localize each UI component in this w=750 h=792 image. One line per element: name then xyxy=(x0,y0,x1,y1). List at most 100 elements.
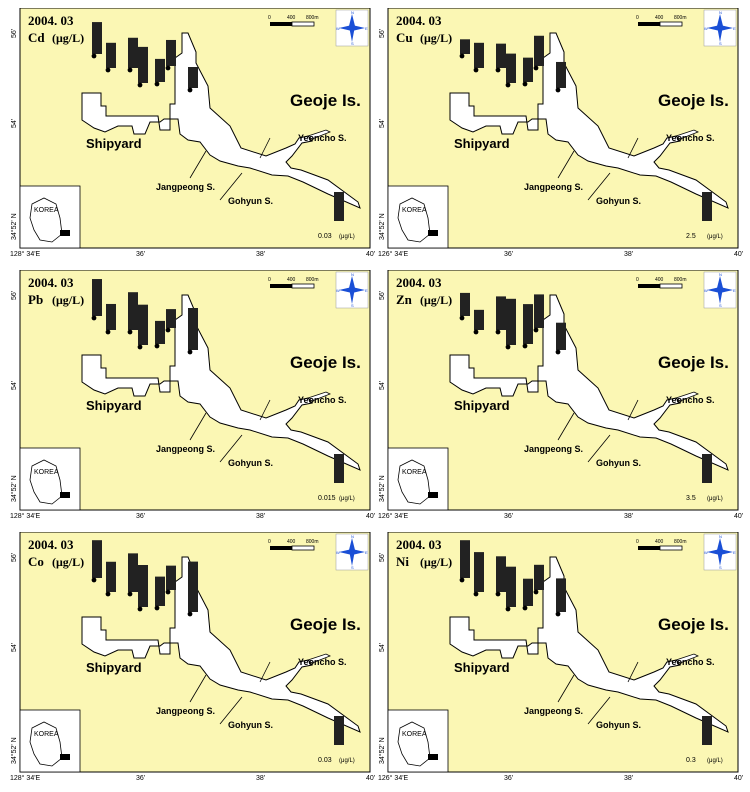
scale-bar: 0 400 800m xyxy=(636,277,687,289)
yeoncho-label: Yeoncho S. xyxy=(666,133,715,143)
yeoncho-label: Yeoncho S. xyxy=(298,657,347,667)
svg-text:400: 400 xyxy=(655,15,664,21)
concentration-bar xyxy=(556,578,566,612)
shipyard-label: Shipyard xyxy=(86,398,142,413)
jangpeong-label: Jangpeong S. xyxy=(156,182,215,192)
station-dot xyxy=(137,606,143,612)
concentration-bar xyxy=(155,320,165,344)
leader-line xyxy=(189,674,207,703)
concentration-bar xyxy=(496,556,506,592)
station-dot xyxy=(459,53,465,59)
svg-text:800m: 800m xyxy=(674,15,687,21)
korea-inset-label: KOREA xyxy=(402,207,427,214)
lat-label-bottom: 34°52' N xyxy=(378,213,386,240)
svg-text:0: 0 xyxy=(636,15,639,21)
lon-label-38: 38' xyxy=(256,513,265,520)
concentration-bar xyxy=(474,42,484,68)
svg-text:E: E xyxy=(733,26,736,31)
element-name: Cd xyxy=(28,30,45,45)
shipyard-label: Shipyard xyxy=(454,136,510,151)
reference-scale-unit: (μg/L) xyxy=(339,758,355,764)
concentration-bar xyxy=(138,565,148,607)
concentration-bar xyxy=(128,553,138,592)
svg-text:N: N xyxy=(719,10,722,15)
svg-text:400: 400 xyxy=(287,15,296,21)
map-svg: 2004. 03 Cd (μg/L) Geoje Is. Shipyard Yeoncho… xyxy=(10,8,375,258)
yeoncho-label: Yeoncho S. xyxy=(298,395,347,405)
korea-inset-label: KOREA xyxy=(34,207,59,214)
geoje-island-label: Geoje Is. xyxy=(290,615,361,634)
map-panel-ni: 2004. 03 Ni (μg/L) Geoje Is. Shipyard Yeoncho… xyxy=(378,532,748,792)
bay-water xyxy=(449,32,729,209)
gohyun-label: Gohyun S. xyxy=(596,720,641,730)
leader-line xyxy=(587,434,611,463)
reference-scale-bar xyxy=(334,454,344,483)
svg-text:800m: 800m xyxy=(306,15,319,21)
station-dot xyxy=(495,591,501,597)
station-dot xyxy=(154,81,160,87)
lat-label-top: 56' xyxy=(11,291,18,300)
svg-text:S: S xyxy=(719,303,722,308)
lat-label-top: 56' xyxy=(11,29,18,38)
gohyun-label: Gohyun S. xyxy=(228,196,273,206)
channel-water xyxy=(307,391,331,402)
compass-rose-icon: N S E W xyxy=(703,533,737,571)
korea-inset-map: KOREA xyxy=(19,447,81,511)
leader-line xyxy=(219,696,243,725)
station-dot xyxy=(522,343,528,349)
lat-label-mid: 54' xyxy=(11,381,18,390)
geoje-island-label: Geoje Is. xyxy=(658,353,729,372)
panel-date: 2004. 03 xyxy=(28,13,74,28)
channel-water xyxy=(675,391,699,402)
reference-scale-value: 0.03 xyxy=(318,233,332,240)
station-dot xyxy=(505,606,511,612)
panel-date: 2004. 03 xyxy=(28,537,74,552)
station-dot xyxy=(187,349,193,355)
reference-scale-unit: (μg/L) xyxy=(707,234,723,240)
station-dot xyxy=(127,591,133,597)
station-dot xyxy=(91,577,97,583)
lat-label-top: 56' xyxy=(379,29,386,38)
svg-text:W: W xyxy=(704,550,708,555)
lon-label-38: 38' xyxy=(624,251,633,258)
reference-scale-bar xyxy=(334,192,344,221)
lat-label-bottom: 34°52' N xyxy=(10,475,18,502)
lat-label-bottom: 34°52' N xyxy=(10,213,18,240)
bay-water xyxy=(449,294,729,471)
concentration-bar xyxy=(166,309,176,328)
map-svg: 2004. 03 Co (μg/L) Geoje Is. Shipyard Yeoncho… xyxy=(10,532,375,782)
leader-line xyxy=(627,399,639,421)
lat-label-top: 56' xyxy=(379,553,386,562)
svg-text:W: W xyxy=(336,288,340,293)
station-dot xyxy=(533,65,539,71)
reference-scale-bar xyxy=(702,454,712,483)
scale-bar: 0 400 800m xyxy=(268,15,319,27)
station-dot xyxy=(555,611,561,617)
leader-line xyxy=(587,696,611,725)
gohyun-label: Gohyun S. xyxy=(228,458,273,468)
yeoncho-label: Yeoncho S. xyxy=(298,133,347,143)
lon-label-left: 128° 34'E xyxy=(10,250,41,258)
svg-text:E: E xyxy=(365,288,368,293)
element-name: Cu xyxy=(396,30,413,45)
concentration-bar xyxy=(166,565,176,590)
station-dot xyxy=(105,591,111,597)
station-dot xyxy=(127,329,133,335)
concentration-bar xyxy=(155,576,165,606)
concentration-bar xyxy=(460,540,470,578)
leader-line xyxy=(219,172,243,201)
svg-text:S: S xyxy=(719,565,722,570)
lat-label-mid: 54' xyxy=(379,643,386,652)
korea-inset-label: KOREA xyxy=(34,469,59,476)
element-unit: (μg/L) xyxy=(420,31,452,45)
lat-label-bottom: 34°52' N xyxy=(10,737,18,764)
leader-line xyxy=(259,137,271,159)
lon-label-38: 38' xyxy=(256,775,265,782)
lon-label-36: 36' xyxy=(504,513,513,520)
lon-label-38: 38' xyxy=(624,775,633,782)
svg-text:W: W xyxy=(704,288,708,293)
reference-scale-value: 2.5 xyxy=(686,233,696,240)
lon-label-40: 40' xyxy=(366,251,375,258)
geoje-island-label: Geoje Is. xyxy=(658,615,729,634)
map-svg: 2004. 03 Zn (μg/L) Geoje Is. Shipyard Yeoncho… xyxy=(378,270,743,520)
